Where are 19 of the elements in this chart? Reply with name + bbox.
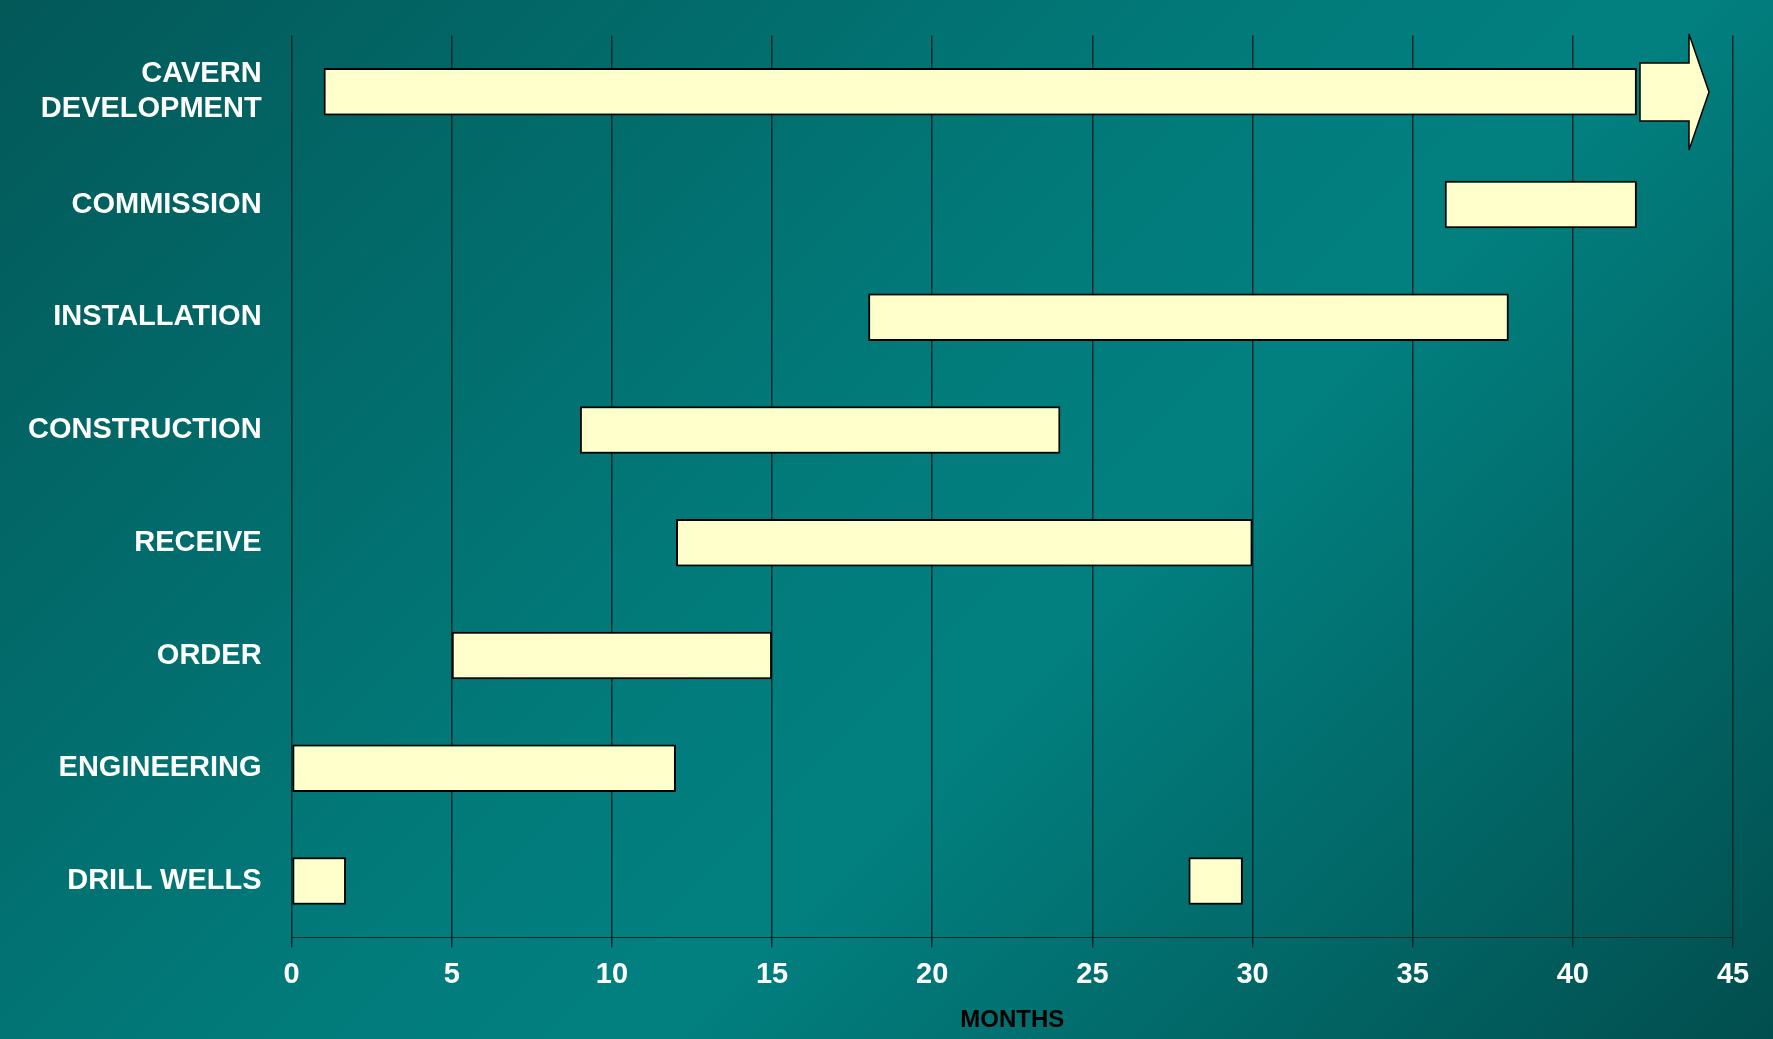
x-axis-title: MONTHS bbox=[960, 1005, 1065, 1033]
y-tick-label: CAVERN DEVELOPMENT bbox=[40, 56, 262, 124]
x-tick-label: 15 bbox=[755, 956, 789, 989]
x-tick-label: 30 bbox=[1236, 956, 1269, 989]
y-tick-label: ENGINEERING bbox=[58, 750, 262, 783]
y-tick-label: INSTALLATION bbox=[53, 299, 262, 332]
y-tick-label: ORDER bbox=[156, 637, 262, 670]
y-tick-label: CONSTRUCTION bbox=[27, 412, 262, 445]
x-tick-label: 20 bbox=[916, 956, 949, 989]
x-tick-label: 45 bbox=[1716, 956, 1750, 989]
x-tick-label: 10 bbox=[595, 956, 629, 989]
y-tick-label: COMMISSION bbox=[71, 186, 262, 219]
x-tick-label: 35 bbox=[1396, 956, 1429, 989]
x-tick-label: 40 bbox=[1556, 956, 1589, 989]
x-tick-label: 5 bbox=[443, 956, 460, 989]
x-tick-label: 0 bbox=[283, 956, 300, 989]
y-tick-label: DRILL WELLS bbox=[67, 863, 262, 896]
y-tick-label: RECEIVE bbox=[134, 524, 262, 557]
x-tick-label: 25 bbox=[1076, 956, 1109, 989]
